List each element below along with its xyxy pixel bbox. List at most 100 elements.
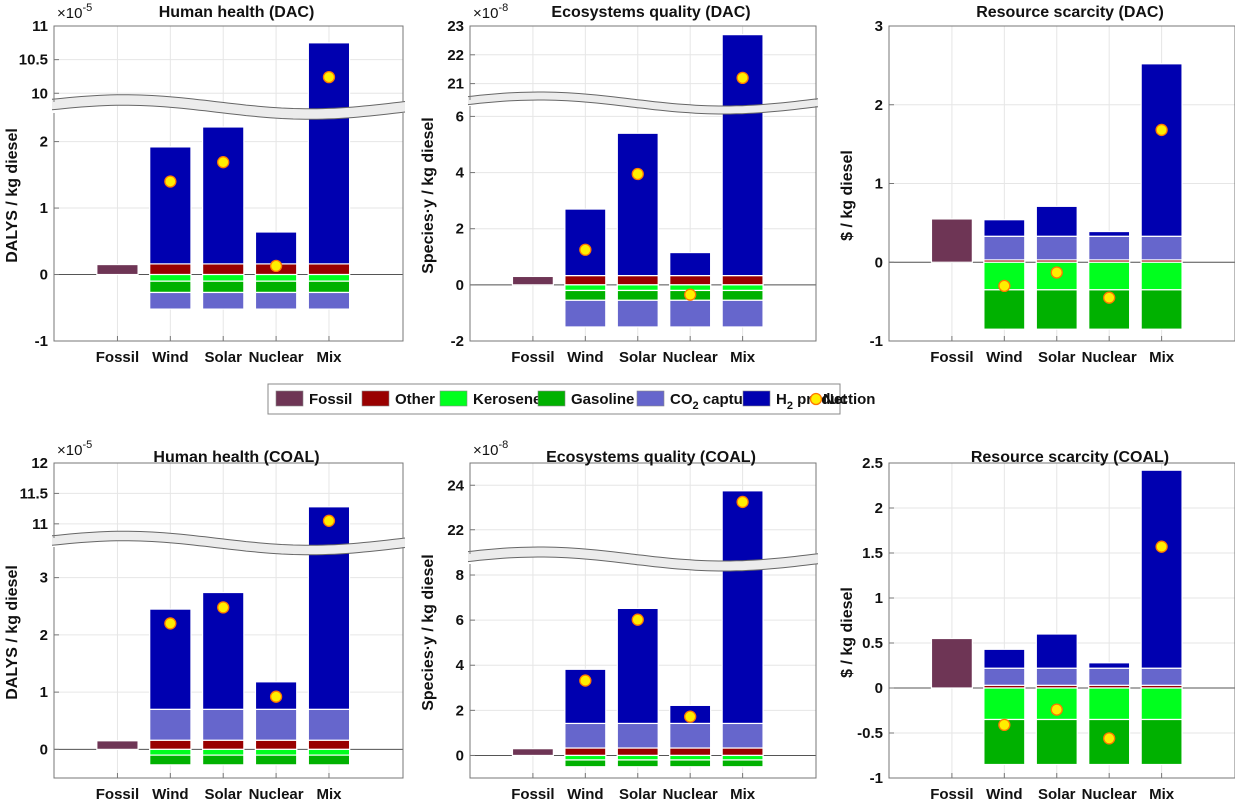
net-marker-wind (998, 718, 1011, 732)
axis-multiplier: ×10-8 (473, 439, 508, 459)
x-tick-label: Nuclear (1082, 786, 1137, 800)
bar-kerosene-nuclear (669, 754, 712, 761)
axis-break-edge (467, 99, 819, 115)
net-marker-nuclear (269, 259, 283, 273)
net-marker-solar (1050, 266, 1063, 279)
bar-other-solar (616, 747, 659, 757)
axes-box-lower (53, 113, 404, 342)
legend-swatch-other (361, 390, 390, 407)
chart-title: Resource scarcity (COAL) (971, 449, 1169, 466)
bar-h2-production-wind (983, 219, 1026, 237)
net-marker-mix (1155, 540, 1168, 553)
bar-gasoline-mix (1140, 289, 1183, 330)
bar-other-wind (149, 263, 192, 276)
bar-co2-capture-nuclear (1088, 667, 1131, 686)
y-tick-label: 2 (875, 97, 883, 114)
bar-gasoline-wind (564, 289, 607, 301)
legend-label-subscript: 2 (787, 400, 793, 412)
y-tick-label: 0 (40, 267, 48, 284)
chart-title: Human health (DAC) (159, 4, 315, 21)
bar-fossil-fossil (96, 263, 139, 276)
bar-co2-capture-nuclear (1088, 235, 1131, 261)
bar-gasoline-solar (201, 280, 245, 294)
bar-other-nuclear (254, 739, 298, 750)
bar-h2-production-nuclear (669, 251, 712, 277)
legend-label-main: Gasoline (571, 391, 634, 408)
x-tick-label: Fossil (930, 786, 973, 800)
axes-box (888, 462, 1235, 779)
axes-box-lower (53, 547, 404, 779)
chart-panel-5: Fossil Wind Solar Nuclear Mix024682224Ecosys… (420, 439, 819, 800)
legend-label: Net (823, 391, 847, 408)
multiplier-base: ×10 (473, 5, 498, 22)
legend-swatch-kerosene (439, 390, 468, 407)
bar-kerosene-solar (616, 284, 659, 292)
bar-h2-production-mix (721, 490, 764, 725)
bar-h2-production-solar (616, 132, 659, 277)
net-marker-solar (1050, 703, 1063, 716)
bar-h2-production-mix (1140, 469, 1183, 669)
x-tick-label: Wind (567, 786, 604, 800)
x-tick-label: Fossil (511, 786, 554, 800)
net-marker-mix (322, 514, 336, 527)
axis-break-edge (51, 94, 406, 110)
bar-co2-capture-wind (564, 299, 607, 328)
x-tick-label: Wind (152, 786, 189, 800)
bar-other-mix (307, 263, 351, 276)
bar-co2-capture-solar (616, 722, 659, 749)
y-tick-label: 3 (875, 18, 883, 35)
net-marker-mix (322, 70, 336, 84)
x-tick-label: Nuclear (663, 786, 718, 800)
net-marker-nuclear (1103, 732, 1116, 745)
bar-h2-production-solar (201, 126, 245, 265)
bar-other-solar (616, 274, 659, 286)
bar-kerosene-mix (307, 748, 351, 756)
bar-other-solar (201, 263, 245, 276)
multiplier-base: ×10 (57, 442, 82, 459)
net-marker-solar (217, 601, 230, 614)
bar-co2-capture-mix (721, 299, 764, 328)
bar-gasoline-mix (307, 280, 351, 294)
legend-swatch-net (809, 392, 823, 406)
bar-co2-capture-wind (564, 722, 607, 749)
bar-other-wind (564, 747, 607, 757)
bar-other-wind (564, 274, 607, 286)
legend-item-fossil: Fossil (275, 390, 352, 408)
bar-fossil-fossil (511, 748, 554, 757)
axes-box-upper (469, 25, 817, 100)
y-axis-label: Species·y / kg diesel (420, 554, 437, 711)
x-tick-label: Mix (1149, 786, 1175, 800)
x-tick-label: Mix (316, 349, 342, 366)
net-marker-solar (217, 156, 230, 169)
legend-item-other: Other (361, 390, 435, 408)
net-marker-nuclear (1103, 291, 1116, 304)
bar-fossil-fossil (96, 740, 139, 750)
axis-break-edge (51, 530, 406, 546)
axis-break-edge (51, 104, 406, 120)
y-tick-label: 2 (40, 134, 48, 151)
chart-title: Ecosystems quality (COAL) (546, 449, 756, 466)
bar-co2-capture-solar (1035, 235, 1078, 261)
net-marker-solar (631, 613, 644, 626)
y-tick-label: 23 (447, 18, 464, 35)
y-tick-label: 2.5 (862, 455, 883, 472)
y-tick-label: 11 (32, 516, 48, 533)
x-tick-label: Solar (1038, 349, 1076, 366)
bar-kerosene-mix (721, 284, 764, 292)
x-tick-label: Wind (567, 349, 604, 366)
legend-item-co2: CO2 capture (636, 390, 757, 412)
y-tick-label: 12 (31, 455, 48, 472)
bar-other-mix (721, 747, 764, 757)
x-tick-label: Wind (986, 349, 1023, 366)
axis-break-edge (467, 91, 819, 107)
y-axis-label: DALYS / kg diesel (4, 565, 21, 700)
x-tick-label: Fossil (511, 349, 554, 366)
multiplier-base: ×10 (57, 5, 82, 22)
legend-swatch-h2 (742, 390, 771, 407)
bar-co2-capture-mix (307, 291, 351, 310)
y-tick-label: 1 (40, 200, 48, 217)
bar-co2-capture-mix (307, 708, 351, 741)
bar-co2-capture-nuclear (669, 722, 712, 749)
net-marker-wind (998, 279, 1011, 293)
y-tick-label: 2 (456, 221, 464, 238)
